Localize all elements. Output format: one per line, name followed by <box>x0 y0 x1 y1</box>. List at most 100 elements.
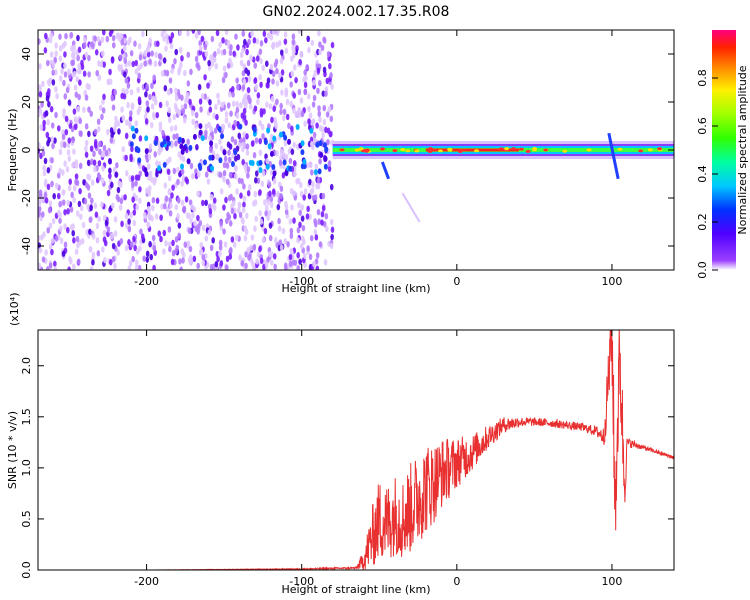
snr-x-ticks: -200 -100 0 100 <box>134 330 622 588</box>
noise-speckle <box>224 71 228 79</box>
snr-y-ticks: 0.0 0.5 1.0 1.5 2.0 <box>20 357 674 579</box>
noise-speckle <box>279 102 283 110</box>
noise-speckle <box>174 247 178 255</box>
noise-speckle <box>184 196 189 203</box>
noise-speckle <box>144 153 149 160</box>
noise-speckle <box>201 224 206 232</box>
noise-speckle <box>84 139 89 147</box>
noise-speckle <box>147 174 151 181</box>
noise-speckle <box>306 245 310 252</box>
noise-speckle <box>124 212 129 220</box>
noise-speckle <box>226 39 231 47</box>
noise-speckle <box>171 184 175 191</box>
noise-speckle <box>172 133 176 141</box>
noise-speckle <box>188 98 192 106</box>
noise-speckle <box>204 171 209 178</box>
noise-speckle <box>38 91 43 98</box>
noise-speckle <box>67 184 72 192</box>
noise-speckle <box>136 86 141 94</box>
noise-speckle <box>132 219 137 227</box>
noise-speckle <box>238 102 243 109</box>
noise-speckle <box>194 32 199 39</box>
noise-speckle <box>327 165 332 172</box>
noise-speckle <box>292 92 297 99</box>
noise-speckle <box>152 244 157 252</box>
noise-speckle <box>174 204 179 211</box>
noise-speckle <box>299 242 304 250</box>
noise-speckle <box>255 258 259 265</box>
noise-speckle <box>180 168 185 175</box>
noise-speckle <box>161 129 165 137</box>
noise-speckle <box>288 218 293 225</box>
noise-speckle <box>215 153 220 160</box>
noise-speckle <box>246 172 250 179</box>
noise-speckle <box>108 158 113 165</box>
noise-speckle <box>61 189 66 196</box>
noise-speckle <box>120 39 124 46</box>
noise-speckle <box>278 239 283 246</box>
noise-speckle <box>290 70 295 77</box>
noise-speckle <box>228 171 233 179</box>
noise-speckle <box>134 264 139 270</box>
noise-speckle <box>137 96 142 103</box>
noise-speckle <box>174 95 179 102</box>
noise-speckle <box>256 98 260 106</box>
noise-speckle <box>110 232 114 240</box>
noise-speckle <box>279 192 283 200</box>
signal-speckle <box>315 141 320 148</box>
noise-speckle <box>150 176 154 183</box>
noise-speckle <box>263 199 267 206</box>
noise-speckle <box>49 51 54 58</box>
signal-speckle <box>282 159 287 166</box>
noise-speckle <box>242 183 246 190</box>
noise-speckle <box>229 110 233 117</box>
noise-speckle <box>69 31 74 39</box>
noise-speckle <box>221 37 225 44</box>
noise-speckle <box>209 244 214 252</box>
noise-speckle <box>168 156 172 163</box>
noise-speckle <box>243 235 248 242</box>
noise-speckle <box>50 122 55 129</box>
noise-speckle <box>182 69 187 77</box>
noise-speckle <box>252 37 257 44</box>
noise-speckle <box>102 215 107 222</box>
noise-speckle <box>145 100 150 107</box>
noise-speckle <box>129 241 134 248</box>
noise-speckle <box>90 179 95 186</box>
snr-y-axis-label: SNR (10 * v/v) <box>6 411 19 489</box>
noise-speckle <box>123 71 127 78</box>
spectrogram-x-ticks: -200 -100 0 100 <box>134 30 622 288</box>
noise-speckle <box>66 149 71 156</box>
noise-speckle <box>49 105 54 113</box>
noise-speckle <box>97 215 101 223</box>
noise-speckle <box>213 127 218 134</box>
noise-speckle <box>128 260 133 267</box>
noise-speckle <box>239 192 243 199</box>
noise-speckle <box>38 84 42 91</box>
noise-speckle <box>163 85 168 92</box>
noise-speckle <box>100 113 104 121</box>
noise-speckle <box>318 41 322 48</box>
noise-speckle <box>321 132 325 139</box>
noise-speckle <box>125 222 129 229</box>
carrier-hotspot <box>427 149 433 153</box>
noise-speckle <box>244 262 248 270</box>
noise-speckle <box>198 219 203 227</box>
noise-speckle <box>96 118 101 125</box>
noise-speckle <box>191 118 195 125</box>
noise-speckle <box>96 250 101 257</box>
noise-speckle <box>108 172 112 180</box>
noise-speckle <box>241 47 245 54</box>
noise-speckle <box>228 220 233 227</box>
noise-speckle <box>97 174 102 181</box>
noise-speckle <box>324 213 329 220</box>
noise-speckle <box>174 48 179 56</box>
noise-speckle <box>250 234 255 241</box>
noise-speckle <box>170 67 174 74</box>
noise-speckle <box>258 245 262 253</box>
carrier-hotspot <box>586 148 592 152</box>
noise-speckle <box>233 212 237 220</box>
noise-speckle <box>258 137 263 145</box>
signal-speckle <box>179 143 184 150</box>
noise-speckle <box>248 251 252 259</box>
